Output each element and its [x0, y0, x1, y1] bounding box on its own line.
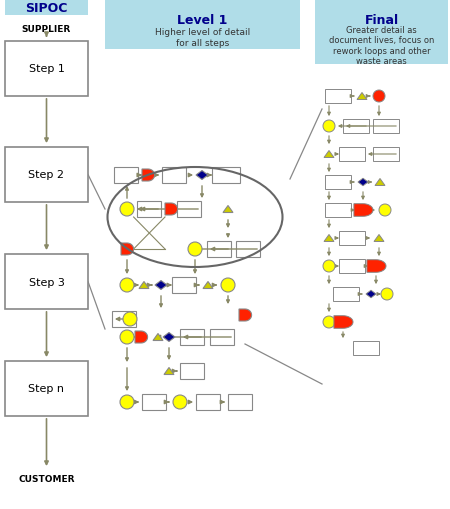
Bar	[210, 329, 234, 345]
Bar	[343, 120, 369, 134]
Text: Step n: Step n	[28, 384, 64, 394]
Polygon shape	[334, 316, 353, 329]
Polygon shape	[165, 204, 178, 216]
Polygon shape	[153, 334, 163, 341]
Bar	[162, 167, 186, 184]
Text: Final: Final	[364, 13, 399, 26]
Polygon shape	[223, 206, 233, 213]
Polygon shape	[139, 282, 149, 289]
Polygon shape	[374, 235, 384, 242]
Bar	[180, 363, 204, 379]
Bar	[5, 42, 88, 97]
Bar	[339, 260, 365, 273]
Polygon shape	[357, 93, 367, 100]
Text: Level 1: Level 1	[177, 13, 228, 26]
Bar	[339, 148, 365, 162]
Circle shape	[381, 289, 393, 300]
Circle shape	[120, 330, 134, 344]
Bar	[172, 277, 196, 293]
Circle shape	[323, 121, 335, 133]
Bar	[325, 176, 351, 190]
Text: SIPOC: SIPOC	[25, 2, 68, 14]
Bar	[177, 202, 201, 217]
Bar	[105, 0, 300, 50]
Text: Step 2: Step 2	[28, 170, 64, 180]
Bar	[353, 342, 379, 355]
Circle shape	[373, 91, 385, 103]
Polygon shape	[196, 171, 208, 180]
Bar	[212, 167, 240, 184]
Bar	[112, 312, 136, 327]
Bar	[228, 394, 252, 410]
Polygon shape	[324, 235, 334, 242]
Text: CUSTOMER: CUSTOMER	[18, 474, 75, 484]
Text: Higher level of detail
for all steps: Higher level of detail for all steps	[155, 28, 250, 48]
Bar	[142, 394, 166, 410]
Polygon shape	[366, 291, 376, 298]
Polygon shape	[135, 331, 148, 344]
Bar	[315, 0, 448, 65]
Bar	[5, 361, 88, 416]
Polygon shape	[142, 169, 155, 182]
Circle shape	[173, 395, 187, 409]
Polygon shape	[155, 281, 167, 290]
Circle shape	[120, 395, 134, 409]
Bar	[114, 167, 138, 184]
Text: SUPPLIER: SUPPLIER	[22, 25, 71, 35]
Polygon shape	[163, 333, 175, 342]
Bar	[373, 148, 399, 162]
Circle shape	[120, 278, 134, 293]
Bar	[339, 232, 365, 245]
Polygon shape	[367, 260, 386, 273]
Bar	[373, 120, 399, 134]
Bar	[196, 394, 220, 410]
Bar	[333, 288, 359, 301]
Polygon shape	[354, 204, 373, 217]
Text: Step 3: Step 3	[28, 277, 64, 287]
Polygon shape	[121, 243, 134, 256]
Bar	[137, 202, 161, 217]
Circle shape	[379, 205, 391, 216]
Circle shape	[323, 317, 335, 328]
Circle shape	[323, 261, 335, 272]
Polygon shape	[203, 282, 213, 289]
Bar	[5, 0, 88, 16]
Polygon shape	[358, 179, 368, 186]
Polygon shape	[239, 309, 252, 321]
Bar	[325, 90, 351, 104]
Bar	[325, 204, 351, 217]
Bar	[236, 242, 260, 258]
Bar	[180, 329, 204, 345]
Circle shape	[120, 203, 134, 216]
Circle shape	[221, 278, 235, 293]
Polygon shape	[324, 151, 334, 158]
Circle shape	[123, 313, 137, 326]
Text: Step 1: Step 1	[28, 64, 64, 74]
Bar	[5, 148, 88, 203]
Polygon shape	[375, 179, 385, 186]
Bar	[5, 254, 88, 309]
Text: Greater detail as
document lives, focus on
rework loops and other
waste areas: Greater detail as document lives, focus …	[329, 26, 434, 66]
Bar	[207, 242, 231, 258]
Polygon shape	[164, 368, 174, 375]
Circle shape	[188, 242, 202, 257]
